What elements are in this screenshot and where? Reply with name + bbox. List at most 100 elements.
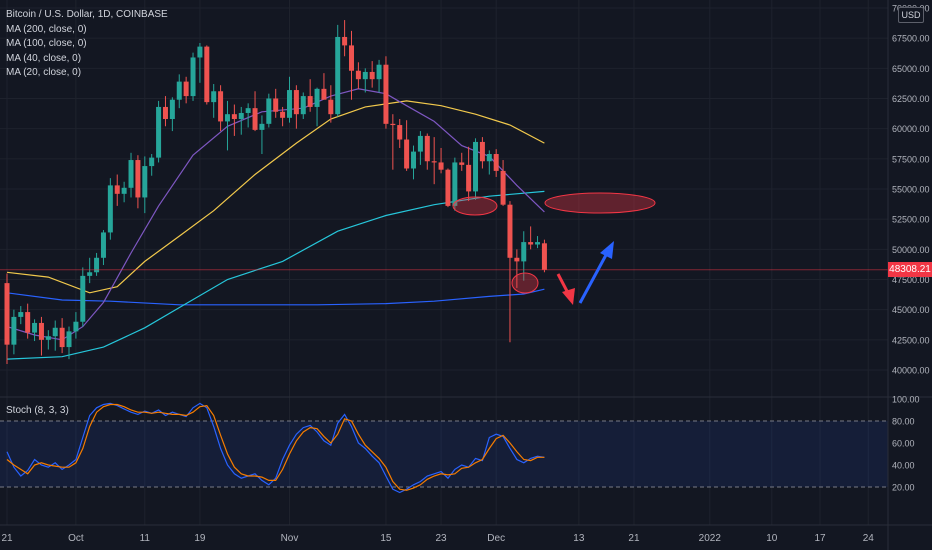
x-tick-label: 10 bbox=[766, 533, 778, 544]
candle-body bbox=[4, 283, 10, 345]
stoch-indicator-label[interactable]: Stoch (8, 3, 3) bbox=[6, 405, 69, 416]
candle-body bbox=[479, 141, 485, 162]
candle-body bbox=[66, 331, 72, 348]
x-tick-label: Dec bbox=[487, 533, 505, 544]
candle-body bbox=[397, 125, 403, 140]
candle-body bbox=[466, 164, 472, 192]
candle-body bbox=[238, 112, 244, 120]
y-tick-label: 55000.00 bbox=[892, 185, 930, 195]
legend-ma-200[interactable]: MA (200, close, 0) bbox=[6, 23, 87, 35]
x-tick-label: 15 bbox=[380, 533, 392, 544]
candle-body bbox=[218, 91, 224, 122]
moving-average-lines bbox=[6, 88, 545, 360]
candle-body bbox=[142, 166, 148, 198]
legend-ma-100[interactable]: MA (100, close, 0) bbox=[6, 38, 87, 50]
candle-body bbox=[183, 81, 189, 97]
candle-body bbox=[107, 185, 113, 233]
candle-body bbox=[266, 98, 272, 124]
stoch-y-tick-label: 40.00 bbox=[892, 461, 915, 471]
candle-body bbox=[473, 141, 479, 192]
candle-body bbox=[293, 90, 299, 115]
legend-ma-40[interactable]: MA (40, close, 0) bbox=[6, 52, 82, 64]
candle-body bbox=[535, 242, 541, 245]
candle-body bbox=[438, 162, 444, 170]
candle-body bbox=[38, 322, 44, 340]
x-tick-label: 2022 bbox=[699, 533, 722, 544]
x-tick-label: 11 bbox=[140, 533, 151, 544]
drawing-annotations bbox=[0, 192, 888, 305]
up-arrow-shaft[interactable] bbox=[578, 254, 608, 304]
stoch-line-1 bbox=[6, 403, 545, 491]
candle-body bbox=[383, 64, 389, 124]
candle-body bbox=[100, 232, 106, 258]
candle-body bbox=[149, 157, 155, 167]
stoch-line-0 bbox=[6, 402, 545, 494]
y-tick-label: 65000.00 bbox=[892, 64, 930, 74]
candle-body bbox=[94, 257, 100, 273]
candle-body bbox=[11, 316, 17, 345]
candle-body bbox=[459, 162, 465, 165]
up-arrow-icon[interactable] bbox=[600, 241, 614, 259]
candle-body bbox=[259, 123, 265, 130]
candle-body bbox=[445, 169, 451, 206]
x-tick-label: 13 bbox=[573, 533, 585, 544]
y-tick-label: 50000.00 bbox=[892, 245, 930, 255]
candle-body bbox=[45, 336, 51, 340]
candle-body bbox=[314, 88, 320, 107]
candle-body bbox=[25, 312, 31, 333]
candlesticks bbox=[4, 20, 547, 364]
down-arrow-icon[interactable] bbox=[562, 288, 575, 305]
candle-body bbox=[507, 204, 513, 258]
currency-badge[interactable]: USD bbox=[898, 7, 924, 23]
candle-body bbox=[87, 272, 93, 276]
stoch-band-fill bbox=[0, 421, 888, 487]
candle-body bbox=[73, 321, 79, 332]
resistance-ellipse[interactable] bbox=[544, 192, 656, 214]
candle-body bbox=[121, 187, 127, 194]
candle-body bbox=[80, 275, 86, 322]
x-tick-label: 23 bbox=[436, 533, 448, 544]
legend-ma-20[interactable]: MA (20, close, 0) bbox=[6, 67, 82, 79]
candle-body bbox=[59, 327, 65, 348]
y-tick-label: 40000.00 bbox=[892, 366, 930, 376]
y-tick-label: 47500.00 bbox=[892, 275, 930, 285]
stoch-y-tick-label: 80.00 bbox=[892, 417, 915, 427]
ma-line-0 bbox=[6, 288, 545, 306]
low-ellipse[interactable] bbox=[511, 272, 539, 294]
candle-body bbox=[18, 312, 24, 317]
candle-body bbox=[211, 91, 217, 103]
candle-body bbox=[541, 243, 547, 270]
y-tick-label: 42500.00 bbox=[892, 335, 930, 345]
candle-body bbox=[273, 98, 279, 112]
candle-body bbox=[404, 139, 410, 169]
candle-body bbox=[417, 135, 423, 152]
candle-body bbox=[280, 111, 286, 118]
stoch-y-tick-label: 20.00 bbox=[892, 483, 915, 493]
candle-body bbox=[286, 90, 292, 118]
y-tick-label: 62500.00 bbox=[892, 94, 930, 104]
candle-body bbox=[424, 135, 430, 162]
y-tick-label: 60000.00 bbox=[892, 124, 930, 134]
stoch-y-tick-label: 60.00 bbox=[892, 439, 915, 449]
x-tick-label: 21 bbox=[628, 533, 640, 544]
y-tick-label: 57500.00 bbox=[892, 154, 930, 164]
candle-body bbox=[190, 57, 196, 97]
candle-body bbox=[493, 154, 499, 171]
candle-body bbox=[528, 242, 534, 245]
candle-body bbox=[300, 96, 306, 115]
candle-body bbox=[431, 161, 437, 163]
y-tick-label: 52500.00 bbox=[892, 215, 930, 225]
candle-body bbox=[500, 170, 506, 205]
candle-body bbox=[176, 81, 182, 100]
ma-line-2 bbox=[6, 100, 545, 294]
candle-body bbox=[169, 99, 175, 120]
candle-body bbox=[224, 114, 230, 122]
candle-body bbox=[355, 70, 361, 80]
candle-body bbox=[204, 46, 210, 103]
candle-body bbox=[328, 99, 334, 115]
candle-body bbox=[369, 71, 375, 80]
candle-body bbox=[252, 108, 258, 130]
support-ellipse[interactable] bbox=[452, 196, 498, 216]
